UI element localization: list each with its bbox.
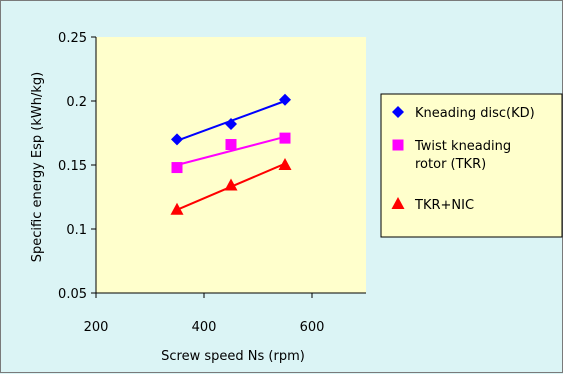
legend [380, 93, 563, 238]
y-tick-label: 0.15 [58, 159, 87, 174]
legend-marker-2 [392, 139, 404, 151]
y-tick-label: 0.1 [66, 223, 87, 238]
data-point-2 [171, 162, 183, 174]
legend-marker-1 [392, 106, 404, 118]
data-point-1 [171, 133, 183, 146]
legend-marker-3 [391, 197, 405, 209]
legend-label-1: Kneading disc(KD) [415, 106, 535, 121]
x-axis-title: Screw speed Ns (rpm) [161, 349, 305, 364]
data-point-1 [279, 93, 291, 106]
data-point-3 [278, 158, 292, 170]
y-tick-label: 0.05 [58, 287, 87, 302]
legend-label-3: TKR+NIC [414, 198, 474, 213]
data-point-2 [279, 132, 291, 144]
y-tick-label: 0.2 [66, 95, 87, 110]
data-point-1 [225, 118, 237, 131]
y-axis-title: Specific energy Esp (kWh/kg) [30, 72, 45, 262]
y-tick-label: 0.25 [58, 31, 87, 46]
data-point-3 [224, 178, 238, 191]
plot-background [96, 37, 366, 293]
legend-label-2: rotor (TKR) [415, 157, 486, 172]
legend-label-2: Twist kneading [414, 139, 511, 154]
data-point-3 [170, 202, 184, 215]
x-tick-label: 600 [300, 320, 325, 335]
x-tick-label: 400 [192, 320, 217, 335]
data-point-2 [225, 139, 237, 151]
x-tick-label: 200 [84, 320, 109, 335]
trend-line-2 [176, 135, 286, 166]
